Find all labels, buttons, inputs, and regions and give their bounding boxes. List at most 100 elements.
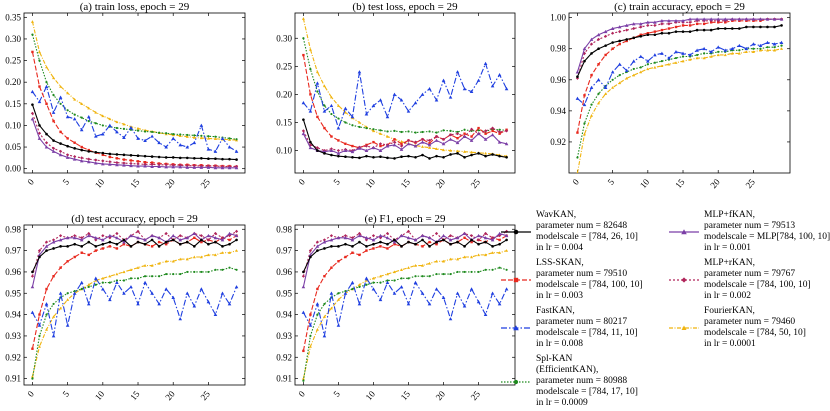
data-point (448, 95, 453, 99)
data-point (583, 59, 586, 63)
data-point (79, 127, 84, 132)
data-point (667, 56, 671, 60)
data-point (200, 156, 203, 160)
data-point (164, 156, 168, 159)
data-point (157, 236, 161, 240)
data-point (315, 302, 320, 306)
data-point (413, 280, 418, 285)
data-point (45, 313, 48, 316)
data-point (164, 259, 168, 263)
data-point (136, 302, 140, 306)
data-point (484, 253, 488, 257)
chart-title: (d) test accuracy, epoch = 29 (71, 213, 198, 225)
data-point (378, 132, 382, 135)
data-point (483, 231, 488, 236)
data-point (470, 150, 474, 154)
data-point (66, 144, 69, 148)
data-point (37, 50, 41, 54)
data-point (220, 238, 225, 242)
plot-frame (568, 12, 791, 174)
data-point (213, 236, 218, 240)
data-point (80, 116, 83, 119)
data-point (136, 154, 140, 158)
data-point (344, 255, 347, 259)
data-point (206, 147, 211, 151)
data-point (115, 242, 119, 246)
data-point (596, 37, 601, 42)
data-point (681, 18, 685, 23)
data-point (45, 81, 48, 84)
data-point (94, 158, 98, 162)
data-point (435, 243, 438, 246)
data-point (337, 154, 340, 158)
data-point (456, 257, 460, 261)
data-point (136, 236, 140, 240)
data-point (709, 17, 713, 21)
data-point (143, 164, 147, 168)
data-point (228, 137, 231, 140)
data-point (315, 240, 320, 244)
data-point (421, 130, 424, 134)
data-point (143, 138, 147, 143)
data-point (498, 266, 501, 269)
data-point (371, 145, 376, 150)
data-point (590, 114, 594, 117)
data-point (428, 275, 431, 278)
data-point (150, 291, 154, 295)
data-point (178, 242, 182, 246)
data-point (582, 46, 587, 51)
data-point (695, 22, 699, 26)
series-line-lss-skan (31, 51, 237, 168)
data-point (87, 157, 91, 161)
data-point (336, 104, 340, 107)
data-point (365, 283, 368, 286)
data-point (58, 153, 63, 157)
data-point (386, 247, 389, 250)
data-point (58, 238, 63, 242)
data-point (178, 257, 182, 261)
data-point (372, 128, 375, 131)
x-tick-label: 15 (128, 176, 142, 190)
data-point (646, 23, 650, 28)
data-point (449, 257, 453, 261)
data-point (234, 166, 239, 170)
data-point (315, 244, 320, 248)
data-point (441, 142, 446, 146)
data-point (674, 25, 678, 29)
data-point (575, 70, 580, 74)
data-point (58, 149, 63, 153)
data-point (30, 310, 35, 314)
x-tick-label: 10 (364, 388, 378, 401)
data-point (220, 136, 225, 140)
data-point (611, 41, 614, 44)
data-point (674, 30, 678, 33)
x-tick-label: 0 (25, 388, 36, 398)
data-point (200, 238, 203, 242)
data-point (143, 130, 147, 133)
data-point (590, 73, 593, 77)
data-point (702, 28, 706, 32)
legend-text-line: WavKAN, (536, 210, 577, 220)
data-point (351, 245, 354, 248)
data-point (150, 164, 154, 168)
data-point (385, 280, 390, 285)
data-point (37, 323, 42, 327)
data-point (596, 77, 601, 82)
data-point (58, 291, 63, 295)
data-point (681, 55, 685, 58)
data-point (681, 51, 685, 55)
data-point (66, 292, 69, 295)
data-point (122, 238, 126, 242)
data-point (200, 270, 203, 274)
data-point (80, 148, 84, 152)
legend-item-spl-kan: Spl-KAN (EfficientKAN), parameter num = 80… (500, 354, 666, 411)
data-point (455, 236, 460, 240)
data-point (597, 92, 600, 95)
data-point (94, 150, 98, 154)
data-point (108, 123, 112, 127)
y-tick-label: 0.96 (5, 267, 21, 277)
data-point (38, 124, 41, 127)
data-point (484, 268, 487, 271)
data-point (442, 272, 445, 276)
legend-marker (513, 325, 519, 331)
